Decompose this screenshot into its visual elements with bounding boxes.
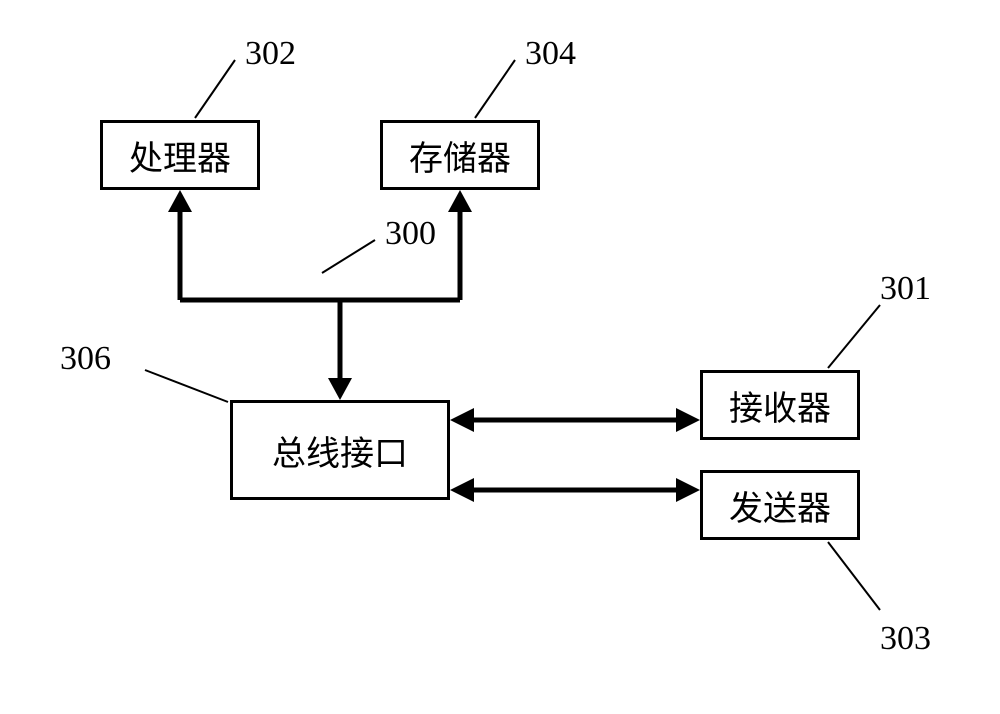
- ref-304: 304: [525, 35, 576, 73]
- ref-301: 301: [880, 270, 931, 308]
- ref-302: 302: [245, 35, 296, 73]
- ref-303: 303: [880, 620, 931, 658]
- ref-306: 306: [60, 340, 111, 378]
- ref-300: 300: [385, 215, 436, 253]
- bus-proc-mem-connector: [0, 0, 1000, 714]
